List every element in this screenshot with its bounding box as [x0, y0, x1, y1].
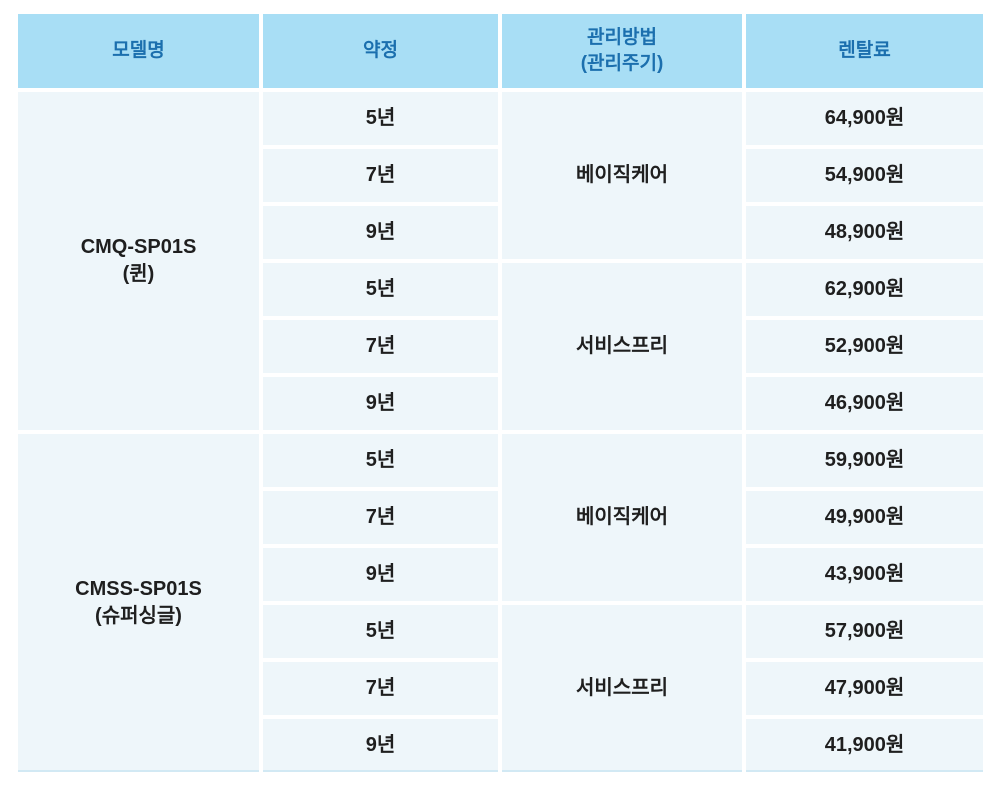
price-cell: 54,900원	[746, 149, 983, 202]
header-price: 렌탈료	[746, 14, 983, 88]
table-row: 9년 41,900원	[18, 719, 983, 772]
price-cell: 52,900원	[746, 320, 983, 373]
table-row: 5년 서비스프리 57,900원	[18, 605, 983, 772]
price-cell: 62,900원	[746, 263, 983, 316]
price-cell: 41,900원	[746, 719, 983, 772]
model-name: CMQ-SP01S	[80, 236, 197, 258]
price-cell: 59,900원	[746, 434, 983, 487]
method-cell: 서비스프리	[502, 605, 742, 772]
term-cell: 7년	[263, 662, 498, 715]
table-row: 7년 49,900원	[18, 491, 983, 544]
term-cell: 9년	[263, 206, 498, 259]
price-cell: 43,900원	[746, 548, 983, 601]
term-cell: 9년	[263, 719, 498, 772]
term-cell: 7년	[263, 320, 498, 373]
term-cell: 5년	[263, 92, 498, 145]
header-method: 관리방법 (관리주기)	[502, 14, 742, 88]
table-row: 5년 서비스프리 62,900원	[18, 263, 983, 430]
header-term: 약정	[263, 14, 498, 88]
model-variant: (퀸)	[122, 263, 155, 285]
price-cell: 57,900원	[746, 605, 983, 658]
table-row: CMSS-SP01S (슈퍼싱글) 5년 베이직케어 59,900원	[18, 434, 983, 772]
table-row: 7년 52,900원	[18, 320, 983, 373]
term-cell: 9년	[263, 548, 498, 601]
model-cell: CMQ-SP01S (퀸)	[18, 92, 259, 430]
price-cell: 64,900원	[746, 92, 983, 145]
term-cell: 7년	[263, 491, 498, 544]
table-row: CMQ-SP01S (퀸) 5년 베이직케어 64,900원	[18, 92, 983, 430]
term-cell: 5년	[263, 434, 498, 487]
table-row: 7년 47,900원	[18, 662, 983, 715]
term-cell: 5년	[263, 263, 498, 316]
price-cell: 46,900원	[746, 377, 983, 430]
table-header-row: 모델명 약정 관리방법 (관리주기) 렌탈료	[18, 14, 983, 88]
table-row: 9년 43,900원	[18, 548, 983, 601]
term-cell: 5년	[263, 605, 498, 658]
header-row: 모델명 약정 관리방법 (관리주기) 렌탈료	[18, 14, 983, 88]
table-row: 9년 48,900원	[18, 206, 983, 259]
table-row: 7년 54,900원	[18, 149, 983, 202]
table-body: CMQ-SP01S (퀸) 5년 베이직케어 64,900원 7년 54,900…	[18, 92, 983, 772]
method-cell: 베이직케어	[502, 92, 742, 259]
table-row: 9년 46,900원	[18, 377, 983, 430]
rental-price-table: 모델명 약정 관리방법 (관리주기) 렌탈료 CMQ-SP01S (퀸) 5년 …	[14, 10, 987, 776]
model-cell: CMSS-SP01S (슈퍼싱글)	[18, 434, 259, 772]
model-name: CMSS-SP01S	[75, 578, 202, 600]
method-cell: 서비스프리	[502, 263, 742, 430]
price-cell: 47,900원	[746, 662, 983, 715]
term-cell: 9년	[263, 377, 498, 430]
price-cell: 49,900원	[746, 491, 983, 544]
term-cell: 7년	[263, 149, 498, 202]
price-cell: 48,900원	[746, 206, 983, 259]
header-model: 모델명	[18, 14, 259, 88]
method-cell: 베이직케어	[502, 434, 742, 601]
model-variant: (슈퍼싱글)	[95, 605, 182, 627]
